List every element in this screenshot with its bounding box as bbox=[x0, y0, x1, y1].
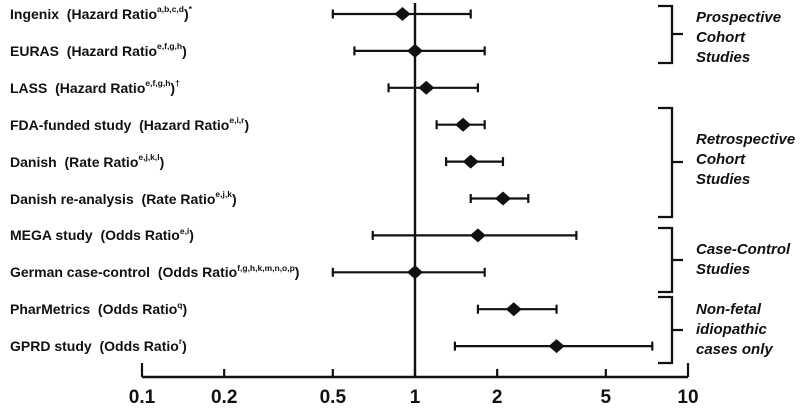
study-name: Danish re-analysis bbox=[10, 190, 134, 207]
group-label: Case-Control Studies bbox=[696, 240, 790, 280]
group-bracket bbox=[658, 226, 683, 294]
estimate-diamond bbox=[407, 265, 423, 280]
effect-measure: Odds Ratio bbox=[105, 227, 180, 244]
estimate-diamond bbox=[394, 7, 411, 21]
study-name: EURAS bbox=[10, 42, 60, 59]
effect-measure: Hazard Ratio bbox=[59, 79, 146, 96]
group-label-line: Cohort bbox=[696, 29, 746, 46]
footnote-superscript: f,g,h,k,m,n,o,p bbox=[237, 262, 295, 273]
group-label: Retrospective Cohort Studies bbox=[696, 130, 795, 190]
group-label-line: Studies bbox=[696, 261, 751, 278]
effect-measure: Odds Ratio bbox=[104, 338, 179, 355]
footnote-superscript: e,i bbox=[179, 225, 190, 236]
estimate-diamond bbox=[505, 302, 522, 317]
study-name: Danish bbox=[10, 153, 57, 170]
estimate-diamond bbox=[494, 191, 511, 206]
x-axis-tick-label: 10 bbox=[677, 387, 698, 408]
group-bracket bbox=[658, 295, 683, 365]
study-name: German case-control bbox=[10, 264, 151, 281]
group-label-line: Retrospective bbox=[696, 131, 796, 148]
study-label: EURAS (Hazard Ratioe,f,g,h) bbox=[10, 41, 187, 59]
footnote-superscript: q bbox=[177, 299, 183, 310]
estimate-diamond bbox=[548, 339, 565, 354]
footnote-superscript: r bbox=[178, 336, 183, 347]
effect-measure: Rate Ratio bbox=[69, 153, 139, 170]
study-name: Ingenix bbox=[10, 6, 60, 22]
study-label: PharMetrics (Odds Ratioq) bbox=[10, 299, 188, 318]
estimate-diamond bbox=[469, 228, 486, 243]
group-label-line: Prospective bbox=[696, 9, 782, 26]
study-name: FDA-funded study bbox=[10, 116, 132, 133]
group-label-line: Studies bbox=[696, 171, 751, 188]
group-label: Non-fetal idiopathic cases only bbox=[696, 300, 773, 360]
effect-measure: Hazard Ratio bbox=[143, 116, 230, 133]
group-label: Prospective Cohort Studies bbox=[696, 8, 781, 68]
estimate-diamond bbox=[455, 117, 472, 132]
footnote-superscript: e,i,r bbox=[229, 115, 245, 126]
effect-measure: Odds Ratio bbox=[162, 264, 238, 281]
group-label-line: cases only bbox=[696, 341, 773, 358]
group-label-line: Case-Control bbox=[696, 241, 791, 258]
study-name: LASS bbox=[10, 79, 48, 96]
study-label: GPRD study (Odds Ratior) bbox=[10, 336, 187, 355]
group-bracket bbox=[658, 106, 683, 219]
effect-measure: Hazard Ratio bbox=[71, 6, 158, 22]
study-name: GPRD study bbox=[10, 338, 92, 355]
group-label-line: idiopathic bbox=[696, 321, 767, 338]
significance-marker: † bbox=[175, 78, 180, 89]
significance-marker: * bbox=[188, 4, 192, 15]
x-axis-tick-label: 2 bbox=[492, 387, 503, 408]
group-bracket bbox=[658, 4, 683, 65]
estimate-diamond bbox=[418, 80, 435, 95]
footnote-superscript: a,b,c,d bbox=[157, 4, 184, 15]
footnote-superscript: e,f,g,h bbox=[145, 78, 171, 89]
study-label: Ingenix (Hazard Ratioa,b,c,d)* bbox=[10, 4, 192, 22]
effect-measure: Rate Ratio bbox=[146, 190, 216, 207]
study-name: PharMetrics bbox=[10, 301, 91, 318]
study-label: LASS (Hazard Ratioe,f,g,h)† bbox=[10, 78, 180, 96]
estimate-diamond bbox=[407, 43, 423, 58]
study-label: Danish re-analysis (Rate Ratioe,j,k) bbox=[10, 188, 237, 207]
study-label: MEGA study (Odds Ratioe,i) bbox=[10, 225, 194, 244]
x-axis-tick-label: 0.5 bbox=[320, 387, 347, 408]
study-name: MEGA study bbox=[10, 227, 93, 244]
effect-measure: Hazard Ratio bbox=[71, 42, 158, 59]
x-axis-tick-label: 1 bbox=[410, 387, 421, 408]
effect-measure: Odds Ratio bbox=[102, 301, 178, 318]
footnote-superscript: e,f,g,h bbox=[157, 41, 183, 52]
study-label: Danish (Rate Ratioe,j,k,l) bbox=[10, 151, 165, 170]
x-axis-tick-label: 5 bbox=[601, 387, 612, 408]
x-axis-tick-label: 0.2 bbox=[211, 387, 237, 408]
x-axis-tick-label: 0.1 bbox=[129, 387, 156, 408]
footnote-superscript: e,j,k bbox=[215, 188, 232, 199]
study-label: German case-control (Odds Ratiof,g,h,k,m… bbox=[10, 262, 300, 281]
estimate-diamond bbox=[462, 154, 479, 169]
study-label: FDA-funded study (Hazard Ratioe,i,r) bbox=[10, 115, 250, 133]
footnote-superscript: e,j,k,l bbox=[138, 151, 160, 162]
group-label-line: Cohort bbox=[696, 151, 746, 168]
group-label-line: Non-fetal bbox=[696, 301, 761, 318]
group-label-line: Studies bbox=[696, 49, 751, 66]
